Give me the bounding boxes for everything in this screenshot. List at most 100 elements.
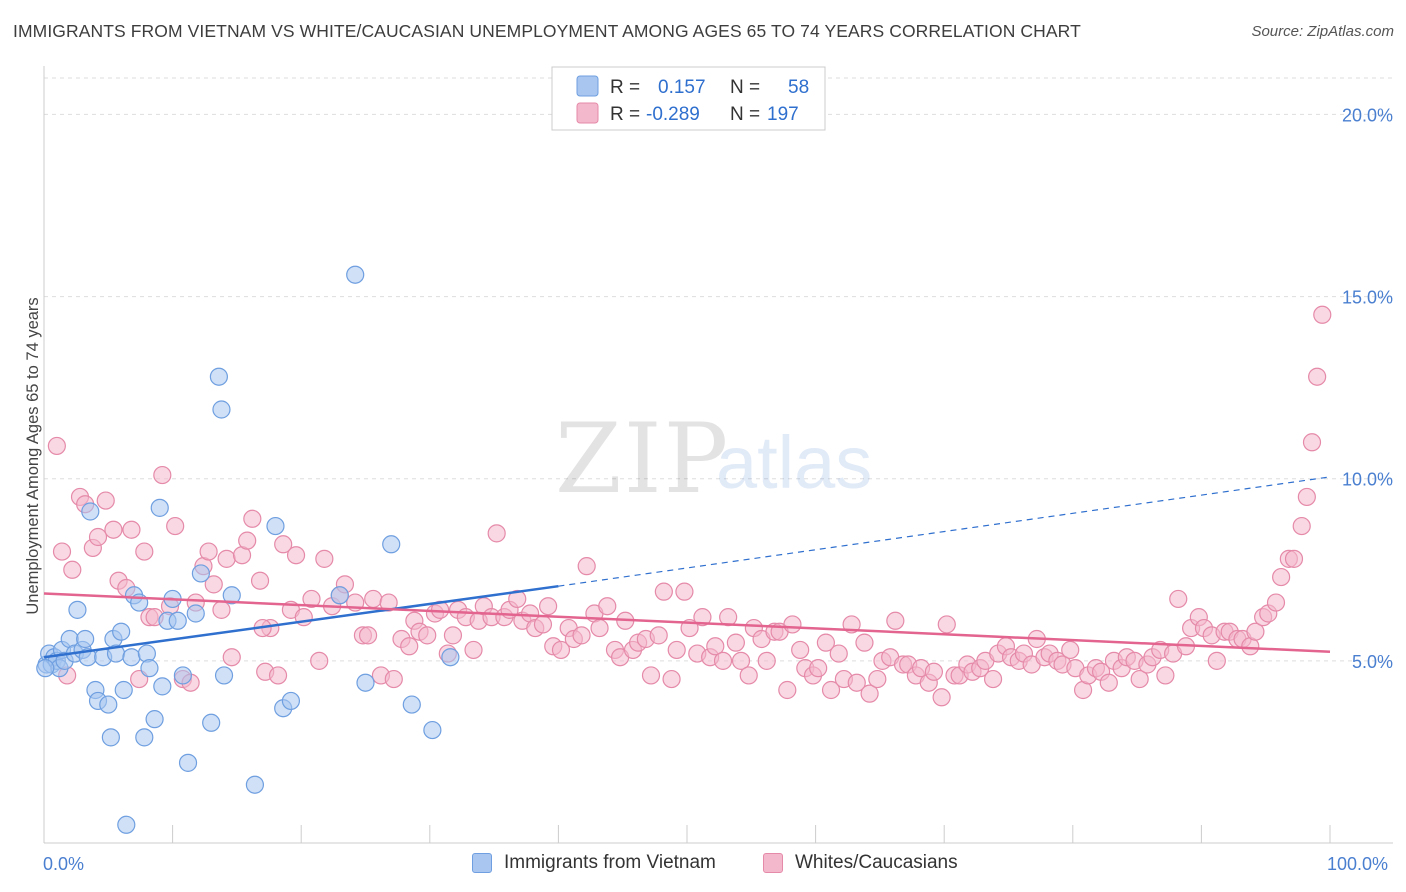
data-point — [731, 651, 751, 670]
stats-r-value-2: -0.289 — [646, 104, 700, 125]
data-point — [112, 622, 131, 641]
grid — [44, 77, 1393, 662]
y-tick-label: 20.0% — [1342, 105, 1393, 125]
data-point — [76, 629, 95, 649]
data-point — [1272, 567, 1291, 587]
data-point — [104, 520, 123, 539]
data-point — [36, 659, 55, 678]
y-tick-label: 10.0% — [1342, 470, 1393, 490]
data-point — [222, 648, 241, 667]
data-point — [662, 669, 681, 689]
data-point — [173, 666, 192, 685]
data-point — [1297, 487, 1316, 507]
stats-r-label-1: R = — [610, 77, 640, 98]
stats-legend: R = 0.157 N = 58 R = -0.289 N = 197 — [551, 66, 826, 131]
data-point — [214, 666, 234, 685]
stats-legend-pink-swatch — [576, 102, 599, 124]
data-point — [572, 626, 591, 645]
data-point — [1207, 651, 1226, 670]
data-point — [212, 400, 231, 419]
data-point — [186, 604, 205, 623]
data-point — [153, 677, 172, 696]
data-point — [96, 491, 115, 510]
data-point — [487, 524, 506, 543]
data-point — [212, 600, 231, 619]
data-point — [675, 582, 694, 601]
stats-r-value-1: 0.157 — [658, 77, 706, 98]
x-tick-label-max: 100.0% — [1327, 854, 1388, 874]
data-point — [47, 436, 66, 456]
data-point — [649, 626, 668, 645]
data-point — [809, 659, 828, 678]
data-point — [868, 669, 887, 689]
watermark-atlas: atlas — [716, 421, 872, 504]
data-point — [150, 498, 169, 517]
data-point — [1099, 673, 1118, 692]
data-point — [860, 684, 879, 703]
data-point — [140, 659, 159, 678]
data-point — [577, 557, 596, 576]
data-point — [400, 637, 419, 656]
data-point — [281, 691, 301, 711]
data-point — [932, 688, 951, 707]
data-point — [418, 626, 437, 645]
data-point — [1302, 433, 1322, 452]
data-point — [135, 542, 154, 561]
data-point — [441, 648, 460, 667]
data-point — [364, 589, 383, 609]
data-point — [286, 546, 306, 565]
data-point — [423, 720, 442, 740]
data-point — [551, 640, 571, 660]
legend-swatch-vietnam — [472, 853, 492, 873]
data-point — [166, 516, 185, 536]
data-point — [117, 815, 136, 834]
data-point — [191, 564, 210, 583]
legend-item-vietnam[interactable]: Immigrants from Vietnam — [472, 852, 716, 874]
data-point — [114, 680, 133, 700]
data-point — [757, 651, 776, 670]
vietnam-trend-extension — [558, 476, 1331, 587]
data-point — [847, 673, 866, 692]
data-point — [358, 626, 378, 645]
stats-n-value-2: 197 — [767, 104, 799, 125]
data-point — [356, 673, 375, 692]
axes — [43, 66, 1393, 844]
data-point — [443, 626, 463, 645]
data-point — [508, 589, 527, 609]
watermark: ZIP atlas — [555, 403, 872, 515]
data-point — [250, 571, 270, 590]
data-point — [783, 615, 802, 634]
data-point — [101, 728, 120, 747]
data-point — [713, 651, 733, 670]
data-point — [778, 680, 797, 700]
data-point — [135, 728, 154, 747]
x-ticks — [43, 825, 1331, 843]
data-point — [937, 615, 956, 634]
data-point — [222, 586, 241, 605]
stats-legend-blue-swatch — [576, 75, 599, 97]
legend-item-whites[interactable]: Whites/Caucasians — [763, 852, 958, 874]
stats-n-label-2: N = — [730, 104, 760, 125]
data-point — [641, 666, 661, 685]
data-point — [238, 531, 257, 550]
data-point — [886, 611, 905, 630]
data-point — [816, 633, 835, 652]
legend-swatch-whites — [763, 853, 783, 873]
y-tick-labels: 5.0% 10.0% 15.0% 20.0% — [1342, 105, 1393, 671]
data-point — [1292, 516, 1311, 536]
data-point — [204, 575, 223, 594]
data-point — [706, 637, 725, 656]
data-point — [821, 680, 841, 700]
data-point — [1313, 305, 1332, 324]
data-point — [829, 644, 848, 663]
data-point — [217, 549, 236, 568]
data-point — [590, 618, 609, 638]
stats-r-label-2: R = — [610, 104, 640, 125]
data-point — [924, 662, 944, 681]
data-point — [122, 520, 141, 539]
data-point — [88, 527, 108, 547]
data-point — [315, 549, 334, 568]
trend-lines — [43, 476, 1331, 659]
data-point — [855, 633, 874, 652]
y-tick-label: 5.0% — [1352, 652, 1393, 672]
